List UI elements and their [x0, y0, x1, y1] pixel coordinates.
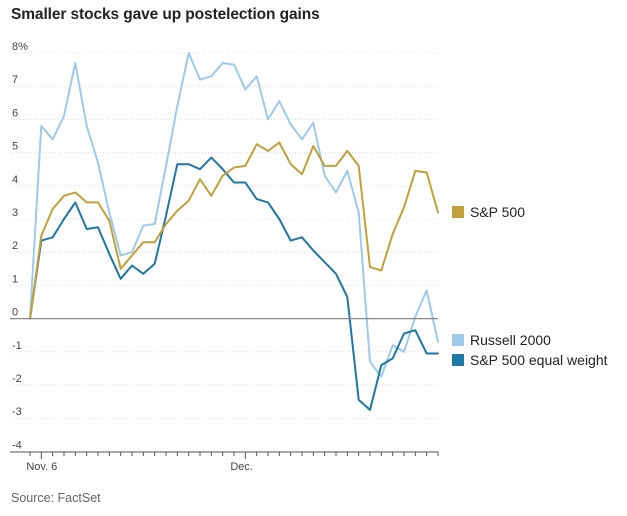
y-tick-label: 6 [12, 107, 18, 119]
series-line-s-p-500 [29, 141, 439, 320]
legend-swatch [452, 354, 464, 366]
x-tick-label: Nov. 6 [26, 461, 57, 473]
series-line-russell-2000 [29, 52, 439, 378]
legend-swatch [452, 206, 464, 218]
chart-title: Smaller stocks gave up postelection gain… [11, 6, 320, 23]
y-tick-label: -4 [12, 439, 22, 451]
y-tick-label: 7 [12, 74, 18, 86]
series-lines [10, 52, 439, 411]
y-tick-label: 8% [12, 41, 28, 53]
y-tick-label: -1 [12, 340, 22, 352]
y-tick-label: 0 [12, 307, 18, 319]
legend-label: Russell 2000 [470, 332, 551, 348]
legend-label: S&P 500 equal weight [470, 352, 608, 368]
legend-label: S&P 500 [470, 204, 525, 220]
x-tick-label: Dec. [230, 461, 253, 473]
y-tick-label: 2 [12, 240, 18, 252]
y-tick-label: -2 [12, 373, 22, 385]
y-tick-label: 4 [12, 174, 18, 186]
y-tick-label: 5 [12, 141, 18, 153]
y-tick-label: 1 [12, 273, 18, 285]
legend-swatch [452, 334, 464, 346]
source-note: Source: FactSet [11, 491, 101, 505]
y-tick-label: -3 [12, 406, 22, 418]
y-tick-label: 3 [12, 207, 18, 219]
y-axis-ticks: -4 -3 -2 -1 0 1 2 3 4 5 6 7 8% [12, 41, 28, 451]
x-axis: Nov. 6 Dec. [10, 451, 439, 473]
series-line-s-p-500-equal-weight [29, 156, 439, 411]
legend: S&P 500 Russell 2000 S&P 500 equal weight [452, 204, 608, 368]
